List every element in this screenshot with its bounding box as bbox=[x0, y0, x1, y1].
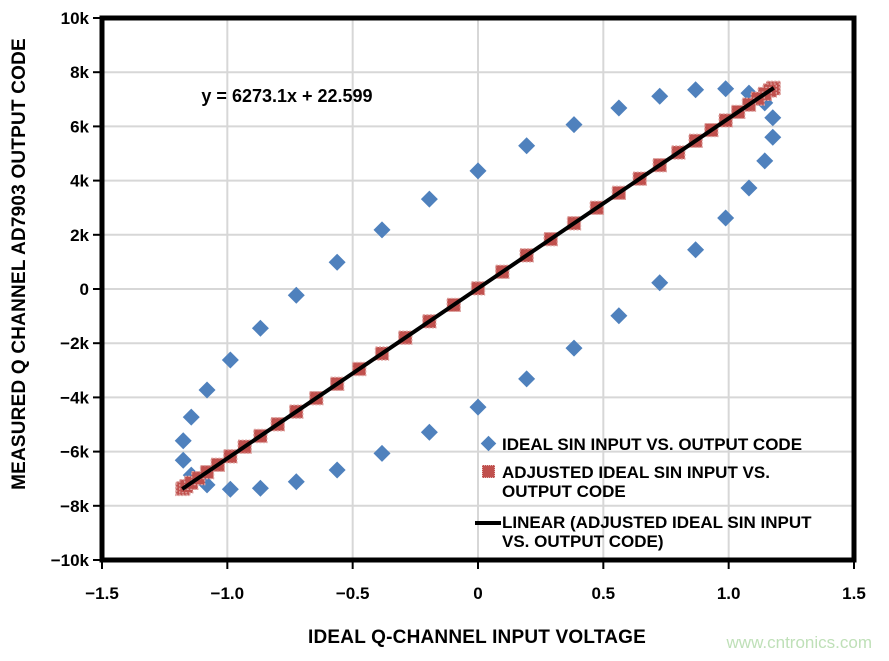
diamond-marker bbox=[518, 137, 536, 155]
x-tick-label: 1.5 bbox=[842, 584, 866, 603]
x-tick-label: 1.0 bbox=[717, 584, 741, 603]
series-0 bbox=[174, 80, 782, 498]
diamond-marker bbox=[287, 286, 305, 304]
diamond-marker bbox=[420, 190, 438, 208]
diamond-marker bbox=[717, 209, 735, 227]
legend-label-line: VS. OUTPUT CODE) bbox=[502, 532, 664, 551]
x-tick-label: −1.0 bbox=[211, 584, 245, 603]
diamond-marker bbox=[198, 381, 216, 399]
legend-marker-cell bbox=[474, 435, 502, 452]
diamond-marker bbox=[420, 423, 438, 441]
trendline-equation: y = 6273.1x + 22.599 bbox=[201, 86, 373, 106]
y-tick-label: 10k bbox=[61, 9, 90, 28]
diamond-marker bbox=[717, 80, 735, 98]
diamond-marker bbox=[287, 473, 305, 491]
diamond-marker bbox=[565, 339, 583, 357]
diamond-marker bbox=[469, 162, 487, 180]
square-icon bbox=[481, 465, 495, 478]
diamond-marker bbox=[687, 241, 705, 259]
y-tick-label: −8k bbox=[60, 497, 89, 516]
y-tick-label: −10k bbox=[51, 551, 90, 570]
diamond-marker bbox=[740, 179, 758, 197]
diamond-marker bbox=[565, 116, 583, 134]
legend-marker-cell bbox=[474, 463, 502, 478]
tick-marks bbox=[93, 17, 855, 569]
diamond-marker bbox=[251, 319, 269, 337]
diamond-icon bbox=[480, 435, 496, 452]
x-tick-label: −1.5 bbox=[85, 584, 119, 603]
legend-item-ideal-sin: IDEAL SIN INPUT VS. OUTPUT CODE bbox=[474, 435, 812, 454]
x-axis-title: IDEAL Q-CHANNEL INPUT VOLTAGE bbox=[308, 627, 646, 648]
y-tick-label: 8k bbox=[70, 63, 89, 82]
diamond-marker bbox=[174, 432, 192, 450]
y-tick-label: 6k bbox=[70, 117, 89, 136]
y-tick-label: −6k bbox=[60, 443, 89, 462]
legend-marker-cell bbox=[474, 513, 502, 525]
gridlines bbox=[102, 18, 854, 560]
diamond-marker bbox=[328, 461, 346, 479]
watermark: www.cntronics.com bbox=[726, 633, 872, 652]
y-tick-labels: 10k 8k 6k 4k 2k 0 −2k −4k −6k −8k −10k bbox=[51, 9, 90, 570]
diamond-marker bbox=[221, 480, 239, 498]
x-tick-label: −0.5 bbox=[336, 584, 370, 603]
legend: IDEAL SIN INPUT VS. OUTPUT CODE ADJUSTED… bbox=[474, 435, 812, 551]
legend-label-line: LINEAR (ADJUSTED IDEAL SIN INPUT bbox=[502, 513, 812, 532]
diamond-marker bbox=[610, 99, 628, 117]
legend-item-linear-fit: LINEAR (ADJUSTED IDEAL SIN INPUT VS. OUT… bbox=[474, 513, 812, 551]
diamond-marker bbox=[328, 253, 346, 271]
y-tick-label: −2k bbox=[60, 334, 89, 353]
y-tick-label: 2k bbox=[70, 226, 89, 245]
y-tick-label: 0 bbox=[80, 280, 89, 299]
diamond-marker bbox=[610, 307, 628, 325]
trend-line bbox=[181, 86, 775, 491]
diamond-marker bbox=[221, 351, 239, 369]
x-tick-label: 0.5 bbox=[592, 584, 616, 603]
series-2 bbox=[181, 86, 775, 491]
diamond-marker bbox=[764, 128, 782, 146]
legend-label-line: ADJUSTED IDEAL SIN INPUT VS. bbox=[502, 463, 770, 482]
diamond-marker bbox=[764, 109, 782, 127]
diamond-marker bbox=[373, 221, 391, 239]
diamond-marker bbox=[687, 81, 705, 99]
x-tick-labels: −1.5 −1.0 −0.5 0 0.5 1.0 1.5 bbox=[85, 584, 866, 603]
diamond-marker bbox=[651, 87, 669, 105]
y-tick-label: −4k bbox=[60, 388, 89, 407]
legend-label-line: IDEAL SIN INPUT VS. OUTPUT CODE bbox=[502, 435, 803, 454]
diamond-marker bbox=[373, 444, 391, 462]
axis-frame bbox=[99, 15, 857, 563]
diamond-marker bbox=[182, 408, 200, 426]
legend-label-line: OUTPUT CODE bbox=[502, 482, 626, 501]
trend-line-icon bbox=[475, 521, 501, 525]
diamond-marker bbox=[651, 274, 669, 292]
diamond-marker bbox=[518, 370, 536, 388]
legend-item-adjusted-sin: ADJUSTED IDEAL SIN INPUT VS. OUTPUT CODE bbox=[474, 463, 812, 501]
diamond-marker bbox=[469, 398, 487, 416]
x-tick-label: 0 bbox=[473, 584, 482, 603]
diamond-marker bbox=[251, 479, 269, 497]
diamond-marker bbox=[174, 451, 192, 469]
y-tick-label: 4k bbox=[70, 172, 89, 191]
y-axis-title: MEASURED Q CHANNEL AD7903 OUTPUT CODE bbox=[9, 38, 30, 490]
diamond-marker bbox=[756, 152, 774, 170]
